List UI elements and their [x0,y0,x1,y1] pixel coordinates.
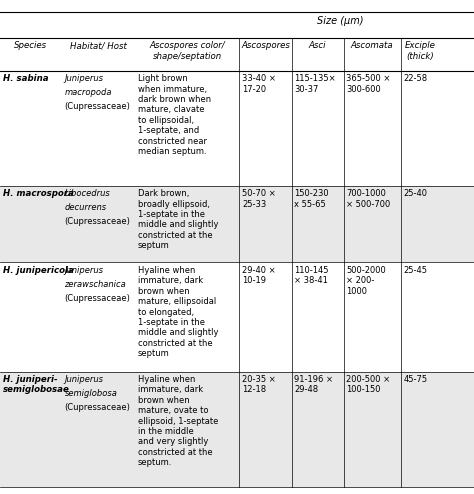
Text: (Cupressaceae): (Cupressaceae) [64,217,130,226]
Text: 150-230
x 55-65: 150-230 x 55-65 [294,189,329,208]
Text: zerawschanica: zerawschanica [64,280,126,288]
Text: Ascomata: Ascomata [351,41,393,50]
Bar [0,186,474,262]
Text: H. juniperi-
semiglobosae: H. juniperi- semiglobosae [3,375,70,394]
Bar [0,71,474,186]
Text: 50-70 ×
25-33: 50-70 × 25-33 [242,189,276,208]
Text: semiglobosa: semiglobosa [64,389,118,398]
Text: Juniperus: Juniperus [64,375,103,384]
Text: Juniperus: Juniperus [64,74,103,83]
Text: 500-2000
× 200-
1000: 500-2000 × 200- 1000 [346,266,386,296]
Text: Habitat/ Host: Habitat/ Host [70,41,127,50]
Text: 29-40 ×
10-19: 29-40 × 10-19 [242,266,276,286]
Text: 91-196 ×
29-48: 91-196 × 29-48 [294,375,333,394]
Text: Light brown
when immature,
dark brown when
mature, clavate
to ellipsoidal,
1-sep: Light brown when immature, dark brown wh… [138,74,211,156]
Text: Ascospores: Ascospores [241,41,290,50]
Text: Libocedrus: Libocedrus [64,189,110,198]
Text: macropoda: macropoda [64,88,112,97]
Text: Hyaline when
immature, dark
brown when
mature, ovate to
ellipsoid, 1-septate
in : Hyaline when immature, dark brown when m… [138,375,219,467]
Text: Species: Species [14,41,47,50]
Text: 110-145
× 38-41: 110-145 × 38-41 [294,266,329,286]
Text: (Cupressaceae): (Cupressaceae) [64,403,130,412]
Text: H. sabina: H. sabina [3,74,48,83]
Text: Juniperus: Juniperus [64,266,103,275]
Text: (Cupressaceae): (Cupressaceae) [64,102,130,111]
Bar [0,262,474,371]
Text: 20-35 ×
12-18: 20-35 × 12-18 [242,375,276,394]
Text: 200-500 ×
100-150: 200-500 × 100-150 [346,375,391,394]
Bar [0,371,474,487]
Text: Ascospores color/
shape/septation: Ascospores color/ shape/septation [149,41,225,61]
Text: (Cupressaceae): (Cupressaceae) [64,293,130,302]
Text: H. macrospora: H. macrospora [3,189,74,198]
Text: Exciple
(thick): Exciple (thick) [405,41,436,61]
Text: 25-45: 25-45 [403,266,428,275]
Text: 365-500 ×
300-600: 365-500 × 300-600 [346,74,391,94]
Text: 22-58: 22-58 [403,74,428,83]
Text: Asci: Asci [309,41,326,50]
Text: H. junipericola: H. junipericola [3,266,74,275]
Text: decurrens: decurrens [64,203,107,212]
Text: Hyaline when
immature, dark
brown when
mature, ellipsoidal
to elongated,
1-septa: Hyaline when immature, dark brown when m… [138,266,219,358]
Text: 25-40: 25-40 [403,189,428,198]
Text: 700-1000
× 500-700: 700-1000 × 500-700 [346,189,391,208]
Text: Dark brown,
broadly ellipsoid,
1-septate in the
middle and slightly
constricted : Dark brown, broadly ellipsoid, 1-septate… [138,189,219,250]
Text: Size (μm): Size (μm) [317,16,364,26]
Text: 45-75: 45-75 [403,375,428,384]
Text: 115-135×
30-37: 115-135× 30-37 [294,74,336,94]
Text: 33-40 ×
17-20: 33-40 × 17-20 [242,74,276,94]
